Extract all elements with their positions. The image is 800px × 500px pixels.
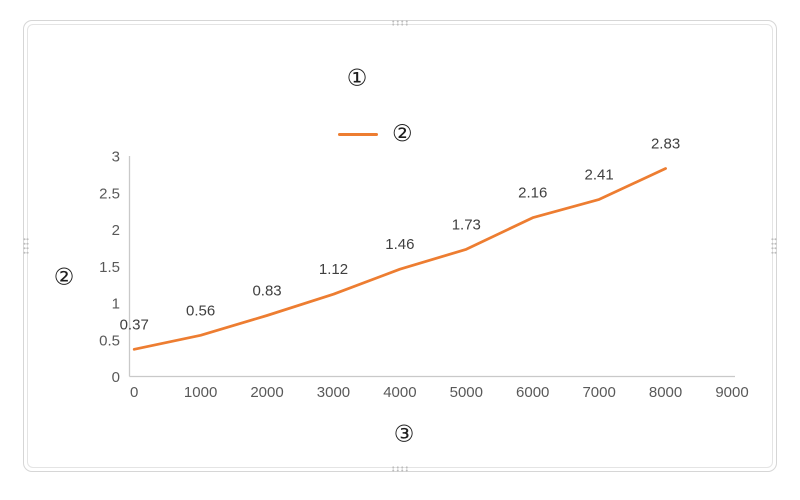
data-label[interactable]: 1.12: [319, 261, 348, 278]
y-tick-label: 2: [112, 222, 120, 239]
x-tick-label: 3000: [317, 384, 350, 401]
chart-object-frame[interactable]: 0 0.5 1 1.5 2 2.5 3 0 1000 2000 3000 4000 5000 6000 70…: [23, 20, 777, 472]
x-tick-label: 2000: [250, 384, 283, 401]
legend[interactable]: ②: [338, 120, 413, 147]
y-axis-title[interactable]: ②: [53, 264, 75, 291]
data-label[interactable]: 2.16: [518, 185, 547, 202]
series-line[interactable]: [132, 167, 667, 351]
x-tick-label: 0: [130, 384, 138, 401]
x-tick-label: 5000: [450, 384, 483, 401]
x-tick-label: 8000: [649, 384, 682, 401]
data-label[interactable]: 0.56: [186, 302, 215, 319]
x-tick-label: 6000: [516, 384, 549, 401]
data-label[interactable]: 0.83: [252, 282, 281, 299]
legend-line-swatch: [338, 132, 378, 136]
legend-series-label: ②: [392, 120, 413, 147]
data-label[interactable]: 2.41: [585, 166, 614, 183]
data-label[interactable]: 0.37: [120, 316, 149, 333]
x-tick-label: 1000: [184, 384, 217, 401]
y-tick-label: 3: [112, 149, 120, 166]
x-tick-label: 9000: [715, 384, 748, 401]
data-label[interactable]: 2.83: [651, 135, 680, 152]
resize-handle-bottom-icon[interactable]: [391, 466, 409, 472]
y-tick-label: 1: [112, 296, 120, 313]
data-label[interactable]: 1.46: [385, 236, 414, 253]
x-tick-label: 7000: [582, 384, 615, 401]
y-tick-label: 2.5: [99, 185, 120, 202]
resize-handle-top-icon[interactable]: [391, 20, 409, 26]
resize-handle-left-icon[interactable]: [23, 237, 29, 255]
x-axis-title[interactable]: ③: [393, 421, 415, 448]
x-tick-label: 4000: [383, 384, 416, 401]
y-tick-label: 0.5: [99, 332, 120, 349]
plot-area[interactable]: 0 0.5 1 1.5 2 2.5 3 0 1000 2000 3000 4000 5000 6000 70…: [24, 21, 778, 473]
data-label[interactable]: 1.73: [452, 216, 481, 233]
resize-handle-right-icon[interactable]: [771, 237, 777, 255]
chart-title[interactable]: ①: [346, 65, 368, 92]
y-tick-label: 1.5: [99, 259, 120, 276]
y-tick-label: 0: [112, 369, 120, 386]
